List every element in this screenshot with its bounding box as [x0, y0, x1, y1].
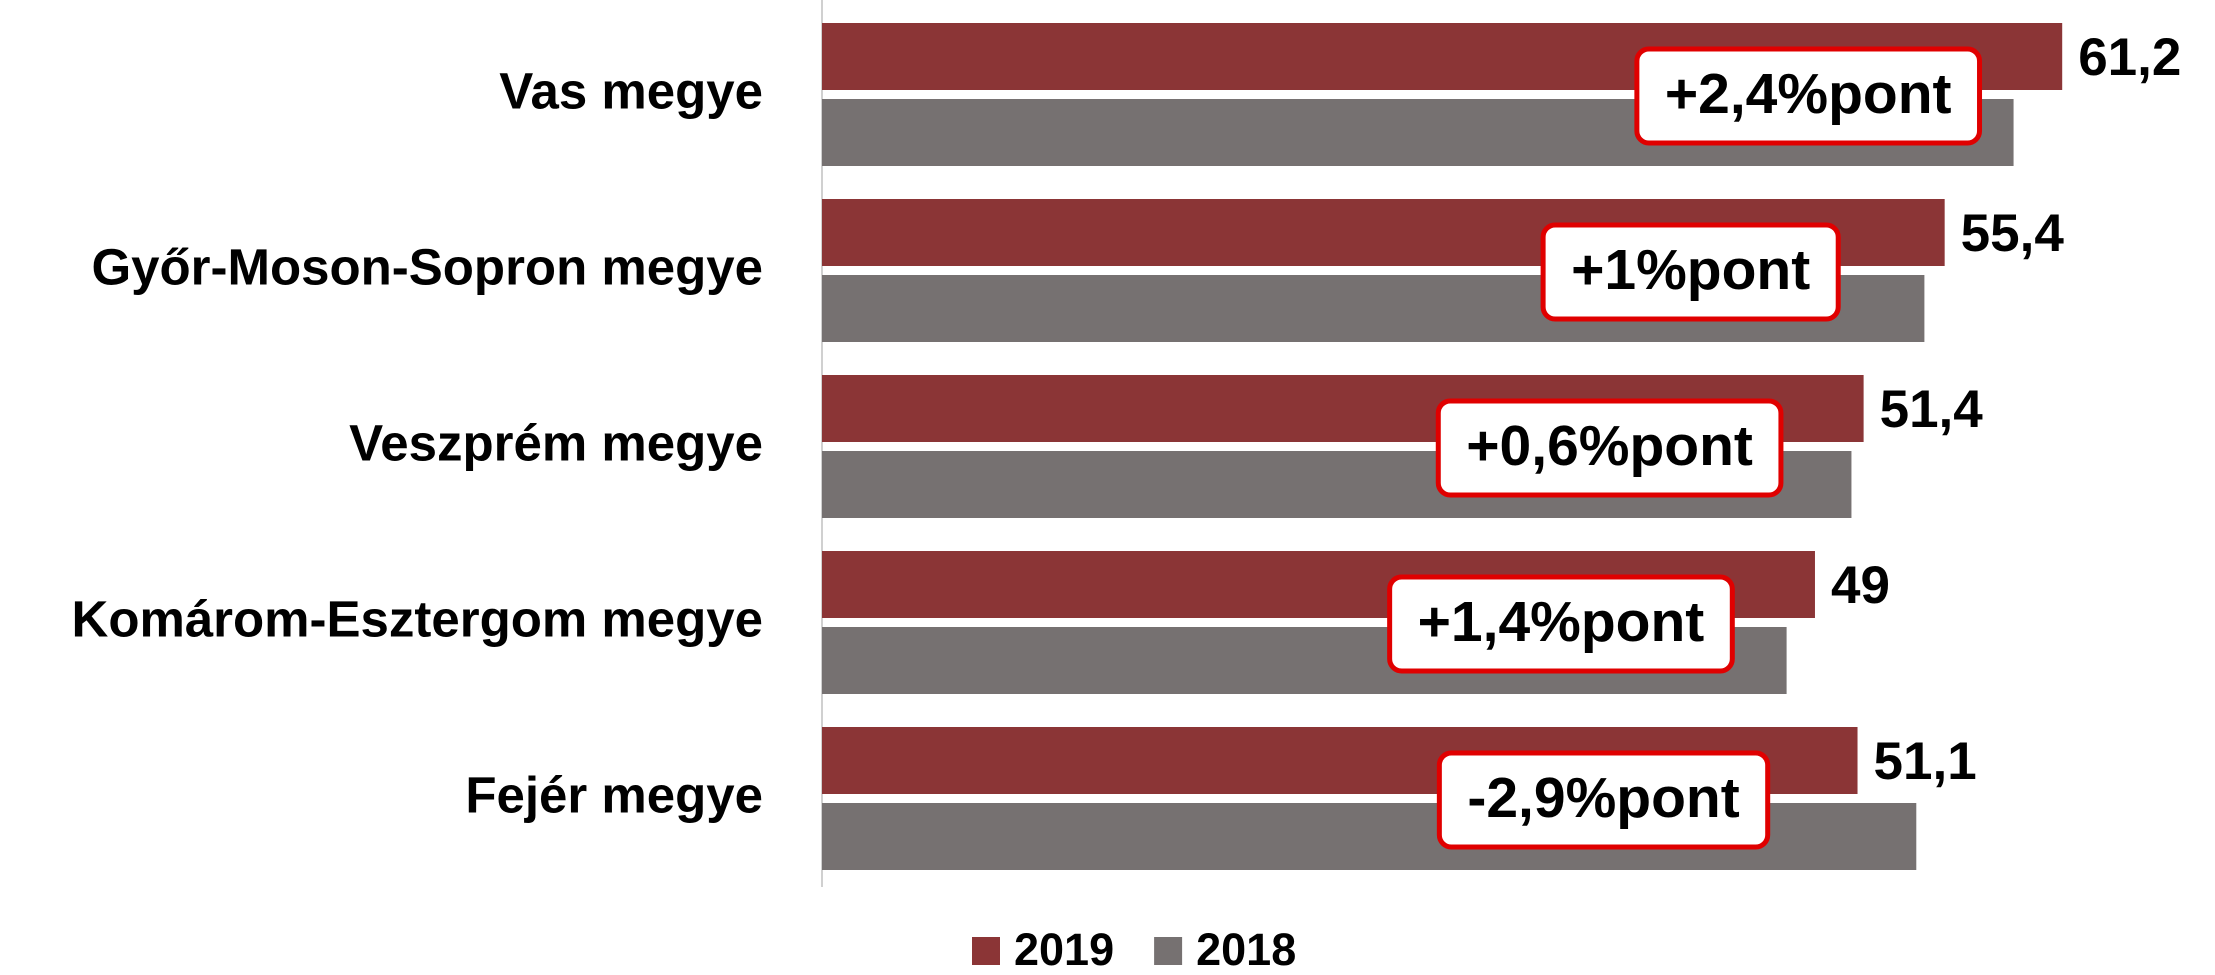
- value-label: 55,4: [1961, 204, 2065, 263]
- category-label: Veszprém megye: [349, 414, 763, 471]
- annotation: +2,4%pont: [1665, 62, 1952, 126]
- category-label: Komárom-Esztergom megye: [71, 590, 763, 647]
- value-label: 51,1: [1874, 732, 1977, 791]
- annotation-box: [1435, 398, 1784, 498]
- value-label: 61,2: [2078, 28, 2181, 87]
- category-label: Fejér megye: [465, 766, 763, 823]
- legend-label: 2018: [1196, 924, 1296, 975]
- annotation-box: [1387, 574, 1735, 674]
- annotation-box: [1540, 222, 1841, 322]
- value-label: 51,4: [1880, 380, 1984, 439]
- annotation: +1%pont: [1571, 238, 1810, 302]
- legend-label: 2019: [1014, 924, 1114, 975]
- legend-swatch: [1154, 937, 1183, 965]
- value-label: 49: [1831, 556, 1890, 615]
- annotation-box: [1634, 46, 1983, 146]
- annotation-box: [1436, 750, 1771, 850]
- annotation: +1,4%pont: [1418, 590, 1705, 654]
- category-label: Vas megye: [499, 62, 763, 119]
- category-label: Győr-Moson-Sopron megye: [91, 238, 763, 295]
- annotation: -2,9%pont: [1467, 766, 1739, 830]
- annotation: +0,6%pont: [1466, 414, 1753, 478]
- legend-swatch: [972, 937, 1000, 965]
